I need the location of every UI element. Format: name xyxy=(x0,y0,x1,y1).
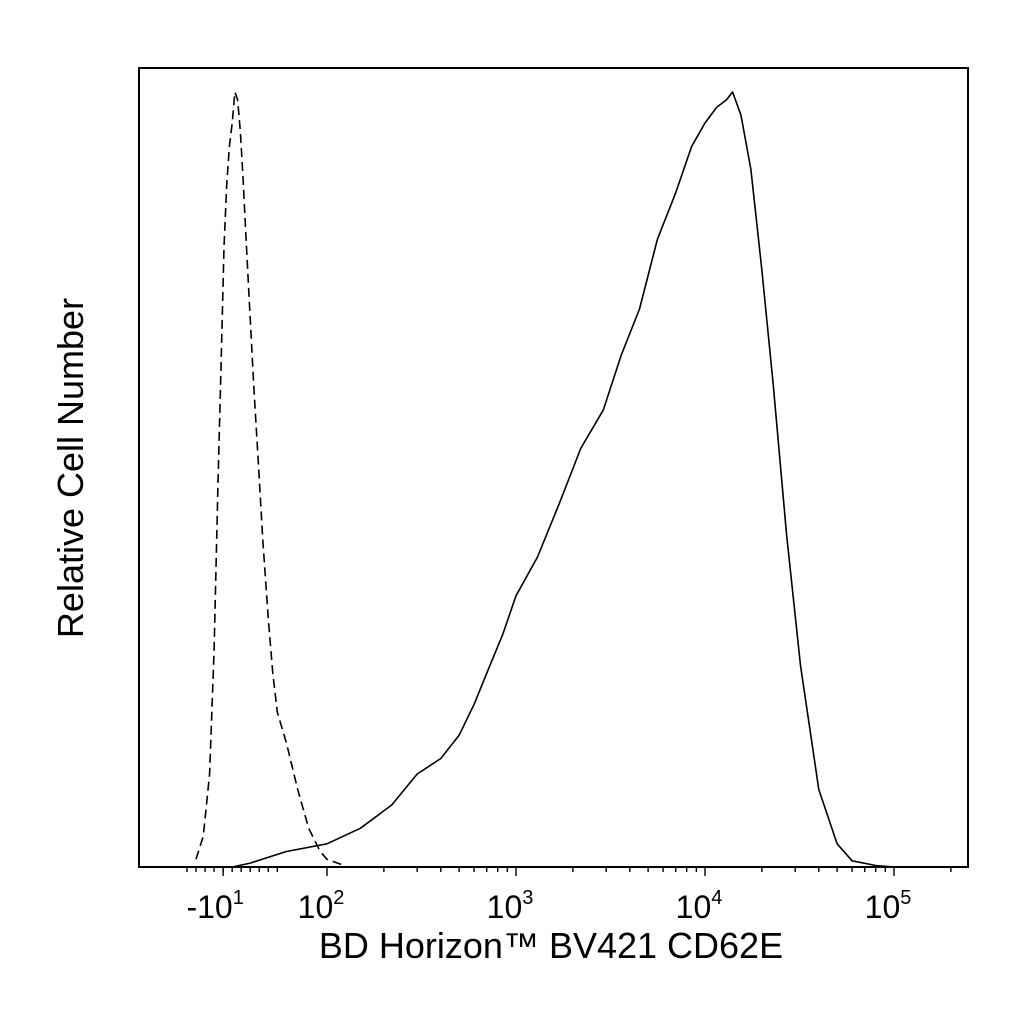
x-tick-label: 102 xyxy=(298,887,345,925)
series-line-solid xyxy=(232,91,895,868)
series-line-dashed xyxy=(195,91,343,866)
x-tick-layer: -101 102 103 104 105 xyxy=(186,867,952,925)
plot-frame xyxy=(138,67,969,868)
series-layer xyxy=(195,91,895,868)
x-tick-label: 103 xyxy=(487,887,534,925)
x-tick-label: 105 xyxy=(865,887,912,925)
x-tick-label: -101 xyxy=(186,887,243,925)
x-axis-title: BD Horizon™ BV421 CD62E xyxy=(319,925,783,966)
x-tick-label: 104 xyxy=(676,887,723,925)
y-axis-title: Relative Cell Number xyxy=(50,298,91,638)
